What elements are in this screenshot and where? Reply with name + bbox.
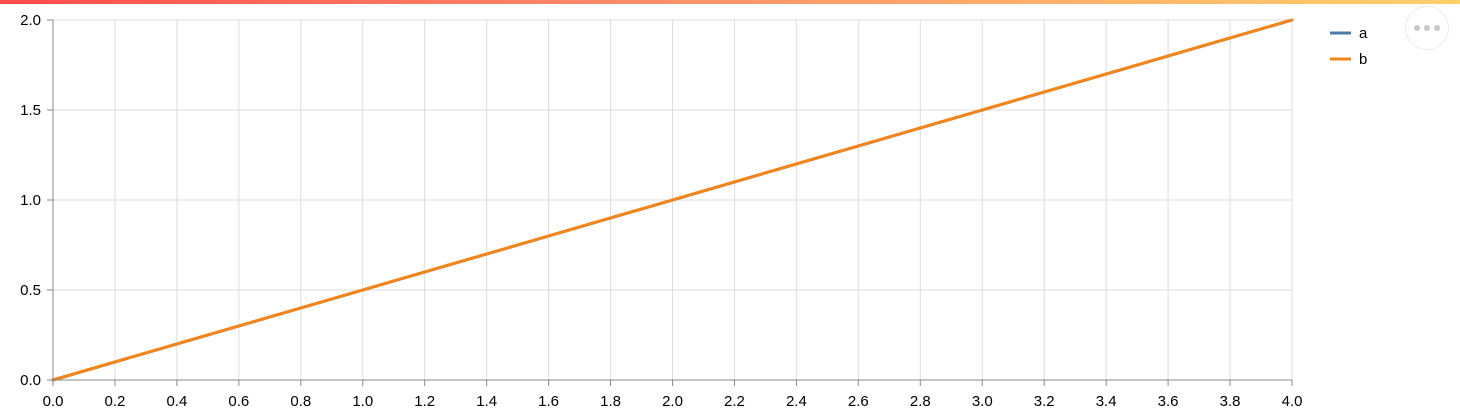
x-tick-label: 4.0 — [1282, 393, 1303, 410]
top-accent-bar — [0, 0, 1460, 4]
more-options-button[interactable] — [1405, 6, 1449, 50]
y-tick-label: 0.5 — [20, 282, 41, 299]
x-tick-label: 1.4 — [476, 393, 497, 410]
y-tick-label: 1.0 — [20, 192, 41, 209]
x-tick-label: 0.4 — [166, 393, 187, 410]
x-tick-label: 3.2 — [1034, 393, 1055, 410]
more-horizontal-icon-dot — [1434, 25, 1440, 31]
x-tick-label: 1.6 — [538, 393, 559, 410]
x-tick-label: 1.0 — [352, 393, 373, 410]
x-tick-label: 0.2 — [105, 393, 126, 410]
x-tick-label: 0.0 — [43, 393, 64, 410]
x-axis-ticks: 0.0 0.2 0.4 0.6 0.8 1.0 1.2 1.4 1.6 1.8 2.0 2.2 2.4 2… — [43, 380, 1303, 410]
y-tick-label: 2.0 — [20, 12, 41, 29]
x-tick-label: 0.8 — [290, 393, 311, 410]
y-axis-ticks: 0.0 0.5 1.0 1.5 2.0 — [20, 12, 53, 389]
x-tick-label: 3.8 — [1220, 393, 1241, 410]
x-tick-label: 2.8 — [910, 393, 931, 410]
x-tick-label: 1.8 — [600, 393, 621, 410]
more-horizontal-icon-dot — [1424, 25, 1430, 31]
legend: ab — [1330, 25, 1368, 68]
y-tick-label: 1.5 — [20, 102, 41, 119]
x-tick-label: 2.6 — [848, 393, 869, 410]
more-horizontal-icon — [1414, 25, 1420, 31]
legend-label-a: a — [1359, 25, 1368, 42]
x-tick-label: 2.2 — [724, 393, 745, 410]
legend-label-b: b — [1359, 51, 1367, 68]
series-layer — [51, 18, 1294, 382]
x-tick-label: 2.0 — [662, 393, 683, 410]
x-tick-label: 2.4 — [786, 393, 807, 410]
x-tick-label: 1.2 — [414, 393, 435, 410]
x-tick-label: 3.6 — [1158, 393, 1179, 410]
x-tick-label: 3.0 — [972, 393, 993, 410]
series-line-b — [51, 18, 1294, 382]
y-tick-label: 0.0 — [20, 372, 41, 389]
x-tick-label: 0.6 — [228, 393, 249, 410]
x-tick-label: 3.4 — [1096, 393, 1117, 410]
